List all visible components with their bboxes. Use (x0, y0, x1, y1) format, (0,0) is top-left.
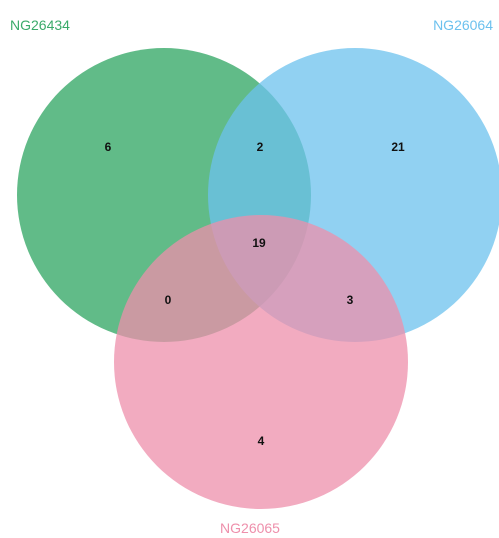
region-value-ng26434-only: 6 (105, 140, 112, 154)
region-value-ng26064-only: 21 (391, 140, 405, 154)
venn-circles (17, 48, 499, 509)
set-circle-ng26065 (114, 215, 408, 509)
set-label-ng26065: NG26065 (220, 520, 280, 536)
set-label-ng26064: NG26064 (433, 17, 493, 33)
region-value-ng26065-only: 4 (258, 434, 265, 448)
set-label-ng26434: NG26434 (10, 17, 70, 33)
region-value-ng26064-ng26065: 3 (347, 293, 354, 307)
region-value-ng26434-ng26065: 0 (165, 293, 172, 307)
region-value-all-three: 19 (252, 236, 266, 250)
region-value-ng26434-ng26064: 2 (257, 140, 264, 154)
